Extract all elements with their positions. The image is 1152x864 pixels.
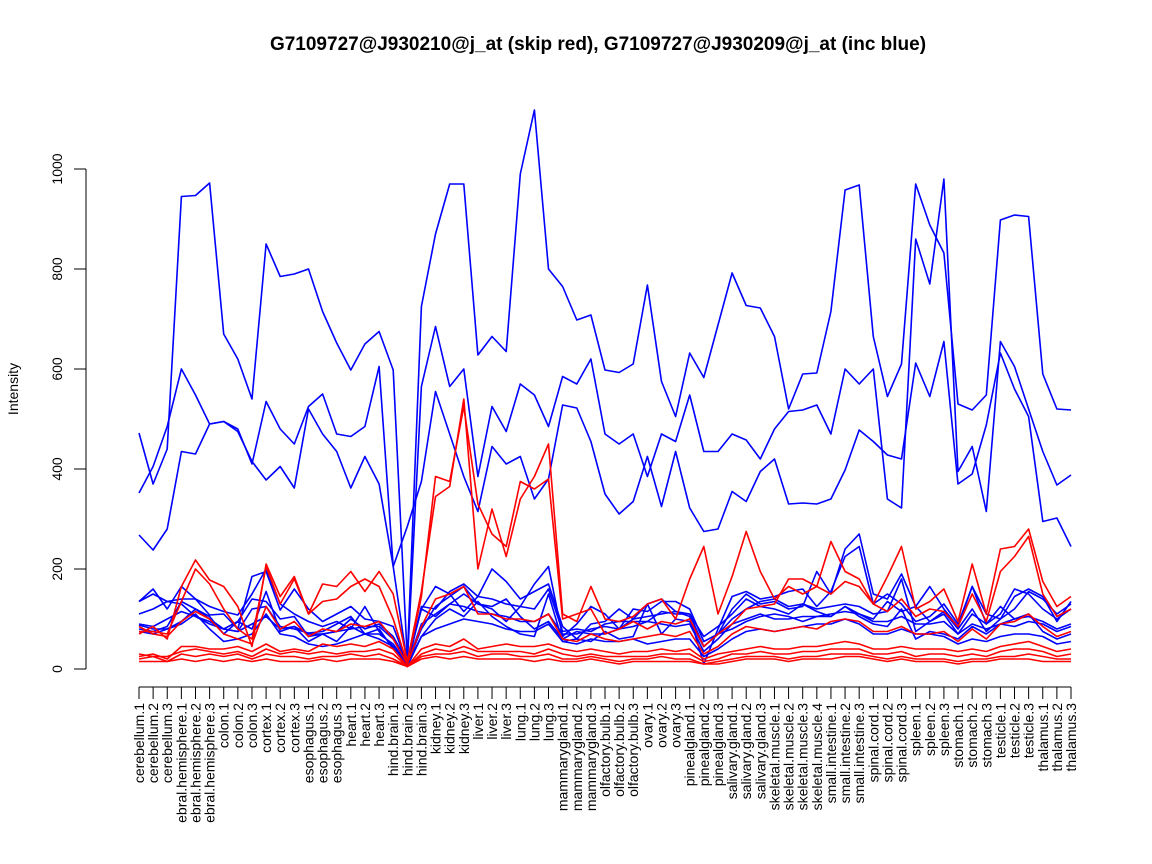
x-tick-label: kidney.1: [428, 703, 444, 754]
series-line-skip-16: [138, 645, 1072, 668]
y-tick-label: 200: [49, 557, 65, 581]
x-tick-label: liver.2: [484, 703, 500, 740]
x-tick-label: heart.1: [343, 703, 359, 747]
x-tick-label: olfactory.bulb.3: [625, 703, 641, 797]
x-tick-label: small.intestine.3: [851, 703, 867, 804]
x-tick-label: ebral.hemisphere.1: [173, 703, 189, 823]
x-tick-label: small.intestine.2: [837, 703, 853, 804]
y-tick-label: 1000: [49, 153, 65, 184]
x-tick-label: cerebellum.2: [145, 703, 161, 783]
x-tick-label: esophagus.3: [329, 703, 345, 783]
series-line-inc-5: [138, 545, 1072, 668]
x-tick-label: lung.2: [526, 703, 542, 741]
series-line-skip-15: [139, 655, 1071, 668]
x-tick-label: testicle.3: [1021, 703, 1037, 758]
x-tick-label: ebral.hemisphere.2: [187, 703, 203, 823]
x-tick-label: testicle.1: [992, 703, 1008, 758]
x-tick-label: liver.3: [498, 703, 514, 740]
x-tick-label: pinealgland.3: [710, 703, 726, 787]
x-tick-label: skeletal.muscle.1: [766, 703, 782, 811]
x-tick-label: hind.brain.2: [399, 703, 415, 776]
x-tick-label: olfactory.bulb.1: [597, 703, 613, 797]
series-line-skip-13: [138, 638, 1072, 668]
x-tick-label: ovary.3: [668, 703, 684, 748]
x-tick-label: colon.1: [216, 703, 232, 748]
x-tick-label: kidney.2: [442, 703, 458, 754]
x-tick-label: kidney.3: [456, 703, 472, 754]
x-tick-label: spinal.cord.1: [865, 703, 881, 783]
y-axis-label: Intensity: [5, 363, 21, 415]
y-axis: 0 200 400 600 800 1000: [49, 153, 87, 673]
x-tick-label: liver.1: [470, 703, 486, 740]
x-tick-label: thalamus.2: [1049, 703, 1065, 772]
x-tick-label: spleen.1: [908, 703, 924, 756]
x-tick-label: esophagus.1: [300, 703, 316, 783]
x-tick-label: cerebellum.3: [159, 703, 175, 783]
x-tick-label: testicle.2: [1007, 703, 1023, 758]
x-tick-label: cortex.1: [258, 703, 274, 753]
x-tick-label: small.intestine.1: [823, 703, 839, 804]
x-tick-label: mammarygland.1: [555, 703, 571, 811]
x-tick-label: heart.2: [357, 703, 373, 747]
x-tick-label: thalamus.3: [1063, 703, 1079, 772]
x-tick-label: spleen.2: [922, 703, 938, 756]
x-tick-label: cortex.3: [286, 703, 302, 753]
x-tick-label: spinal.cord.3: [894, 703, 910, 783]
x-tick-label: salivary.gland.3: [752, 703, 768, 799]
x-tick-label: heart.3: [371, 703, 387, 747]
x-tick-label: pinealgland.1: [682, 703, 698, 787]
x-tick-label: cerebellum.1: [131, 703, 147, 783]
series-layer: [138, 109, 1072, 668]
x-tick-label: salivary.gland.2: [738, 703, 754, 799]
x-tick-label: ovary.1: [639, 703, 655, 748]
x-tick-label: hind.brain.1: [385, 703, 401, 776]
series-line-inc-2: [138, 178, 1072, 665]
x-tick-label: lung.3: [541, 703, 557, 741]
x-tick-label: stomach.3: [978, 703, 994, 768]
x-axis: cerebellum.1cerebellum.2cerebellum.3ebra…: [131, 686, 1079, 823]
series-line-inc-10: [138, 603, 1072, 665]
x-tick-label: hind.brain.3: [413, 703, 429, 776]
series-line-skip-14: [138, 650, 1071, 668]
x-tick-label: pinealgland.2: [696, 703, 712, 787]
series-line-skip-11: [138, 398, 1072, 663]
y-tick-label: 600: [49, 357, 65, 381]
x-tick-label: olfactory.bulb.2: [611, 703, 627, 797]
series-line-inc-7: [138, 578, 1072, 663]
x-tick-label: esophagus.2: [315, 703, 331, 783]
x-tick-label: mammarygland.3: [583, 703, 599, 811]
x-tick-label: spinal.cord.2: [879, 703, 895, 783]
series-line-skip-12: [139, 405, 1072, 665]
x-tick-label: colon.2: [230, 703, 246, 748]
x-tick-label: cortex.2: [272, 703, 288, 753]
x-tick-label: ebral.hemisphere.3: [202, 703, 218, 823]
y-tick-label: 400: [49, 457, 65, 481]
x-tick-label: mammarygland.2: [569, 703, 585, 811]
series-line-inc-1: [138, 109, 1072, 660]
x-tick-label: stomach.2: [964, 703, 980, 768]
x-tick-label: skeletal.muscle.4: [809, 703, 825, 811]
x-tick-label: salivary.gland.1: [724, 703, 740, 799]
series-line-skip-17: [138, 585, 1072, 665]
x-tick-label: stomach.1: [950, 703, 966, 768]
series-line-inc-3: [138, 340, 1072, 568]
x-tick-label: colon.3: [244, 703, 260, 748]
chart-title: G7109727@J930210@j_at (skip red), G71097…: [270, 34, 926, 55]
x-tick-label: skeletal.muscle.3: [795, 703, 811, 811]
x-tick-label: spleen.3: [936, 703, 952, 756]
y-tick-label: 800: [49, 257, 65, 281]
x-tick-label: skeletal.muscle.2: [781, 703, 797, 811]
y-tick-label: 0: [49, 665, 65, 673]
x-tick-label: ovary.2: [653, 703, 669, 748]
x-tick-label: lung.1: [512, 703, 528, 741]
x-tick-label: thalamus.1: [1035, 703, 1051, 772]
